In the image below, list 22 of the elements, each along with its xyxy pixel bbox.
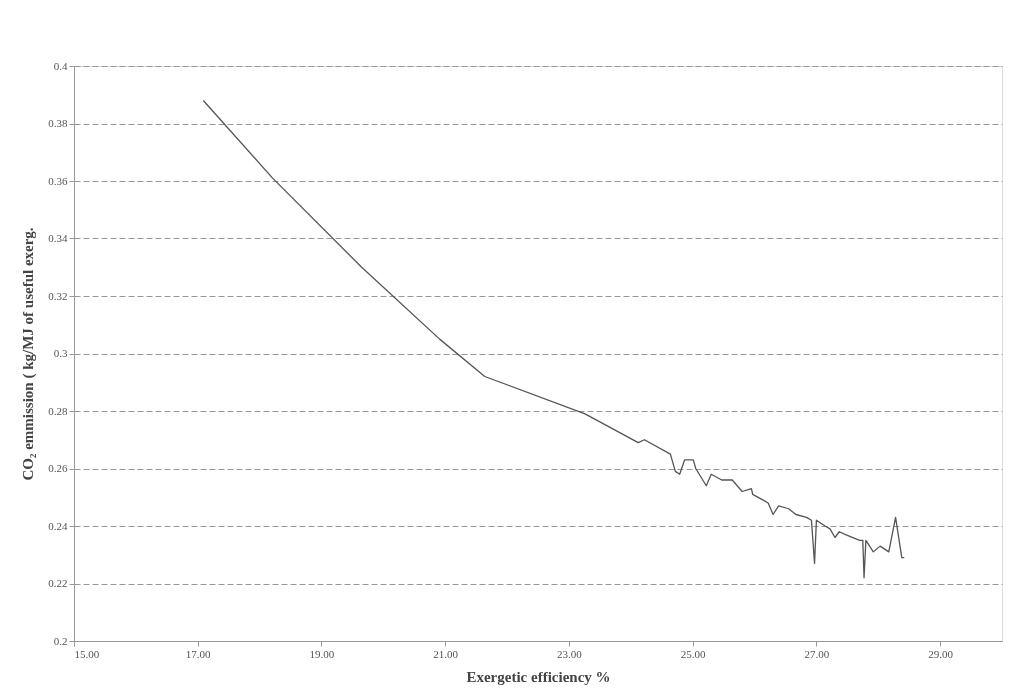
- y-tick-label: 0.24: [48, 519, 68, 532]
- x-tick-label: 27.00: [804, 647, 830, 660]
- y-tick-label: 0.34: [48, 232, 68, 244]
- x-tick-label: 23.00: [557, 647, 583, 660]
- line-series: [202, 99, 905, 579]
- y-tick-label: 0.4: [53, 59, 68, 72]
- x-tick-label: 21.00: [433, 647, 459, 660]
- y-tick-label: 0.26: [48, 462, 68, 474]
- y-axis-title: CO₂ emmission ( kg/MJ of useful exerg.: [20, 227, 38, 481]
- x-tick-label: 17.00: [185, 647, 212, 660]
- x-tick-label: 29.00: [928, 647, 954, 660]
- y-tick-label: 0.28: [48, 404, 68, 417]
- y-tick-label: 0.2: [53, 634, 68, 647]
- x-tick-label: 19.00: [309, 647, 335, 660]
- y-tick-label: 0.32: [48, 289, 68, 302]
- x-tick-label: 25.00: [680, 647, 707, 660]
- x-axis-title: Exergetic efficiency %: [466, 668, 611, 685]
- y-tick-label: 0.22: [48, 577, 68, 589]
- y-tick-label: 0.36: [48, 174, 68, 187]
- x-tick-label: 15.00: [74, 647, 100, 660]
- y-tick-label: 0.3: [53, 347, 68, 359]
- y-tick-label: 0.38: [48, 117, 68, 129]
